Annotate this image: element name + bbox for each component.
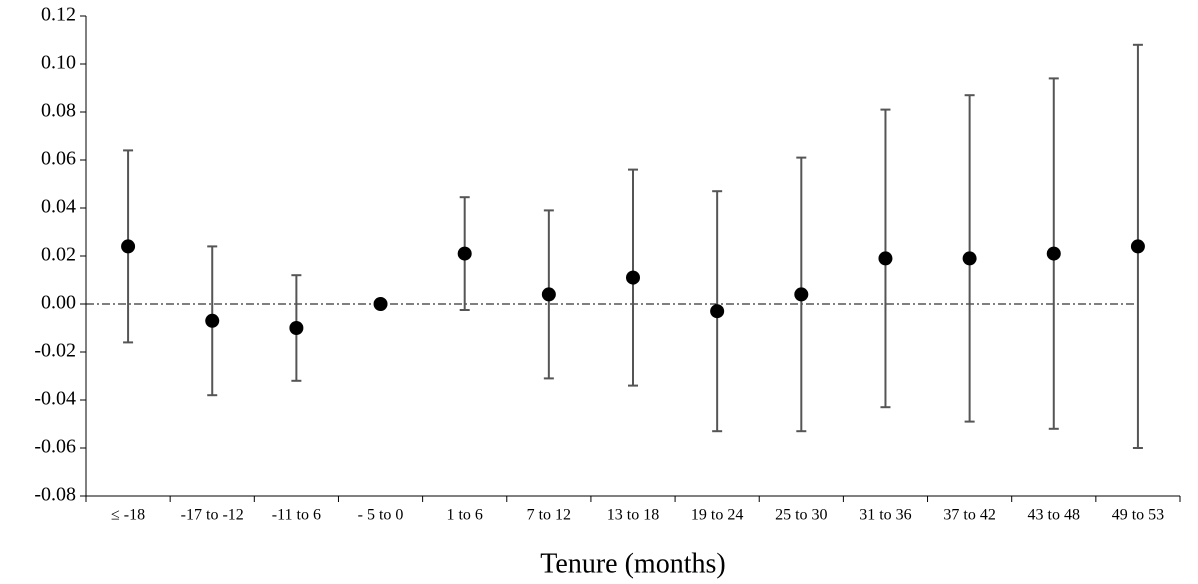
x-tick-label: 37 to 42: [943, 507, 995, 524]
point: [1046, 246, 1061, 261]
x-tick-label: ≤ -18: [111, 507, 145, 524]
y-tick-label: -0.08: [34, 484, 76, 506]
point: [794, 287, 809, 302]
x-tick-label: 19 to 24: [691, 507, 743, 524]
x-tick-label: 1 to 6: [446, 507, 482, 524]
y-tick-label: 0.04: [41, 196, 76, 218]
x-axis-title: Tenure (months): [540, 548, 725, 579]
x-tick-label: 31 to 36: [859, 507, 911, 524]
x-tick-label: 13 to 18: [607, 507, 659, 524]
point: [626, 270, 640, 285]
y-tick-label: -0.04: [34, 388, 76, 410]
y-tick-label: 0.08: [41, 100, 76, 122]
point: [1130, 239, 1145, 254]
point: [289, 321, 304, 335]
x-tick-label: 25 to 30: [775, 507, 827, 524]
point: [457, 246, 472, 261]
point: [373, 297, 388, 311]
x-tick-label: - 5 to 0: [358, 507, 404, 524]
y-tick-label: -0.06: [34, 436, 76, 458]
x-tick-label: 7 to 12: [527, 507, 571, 524]
point: [205, 313, 220, 328]
y-tick-label: 0.10: [41, 52, 76, 74]
x-tick-label: 43 to 48: [1028, 507, 1080, 524]
point: [121, 239, 136, 254]
y-tick-label: -0.02: [34, 340, 76, 362]
point: [962, 251, 977, 266]
point: [541, 287, 556, 302]
y-tick-label: 0.12: [41, 4, 76, 26]
y-tick-label: 0.06: [41, 148, 76, 170]
y-tick-label: 0.02: [41, 244, 76, 266]
x-tick-label: -17 to -12: [181, 507, 244, 524]
x-tick-label: -11 to 6: [272, 507, 321, 524]
point: [878, 251, 893, 266]
point: [710, 304, 725, 319]
y-tick-label: 0.00: [41, 292, 76, 314]
x-tick-label: 49 to 53: [1112, 507, 1164, 524]
